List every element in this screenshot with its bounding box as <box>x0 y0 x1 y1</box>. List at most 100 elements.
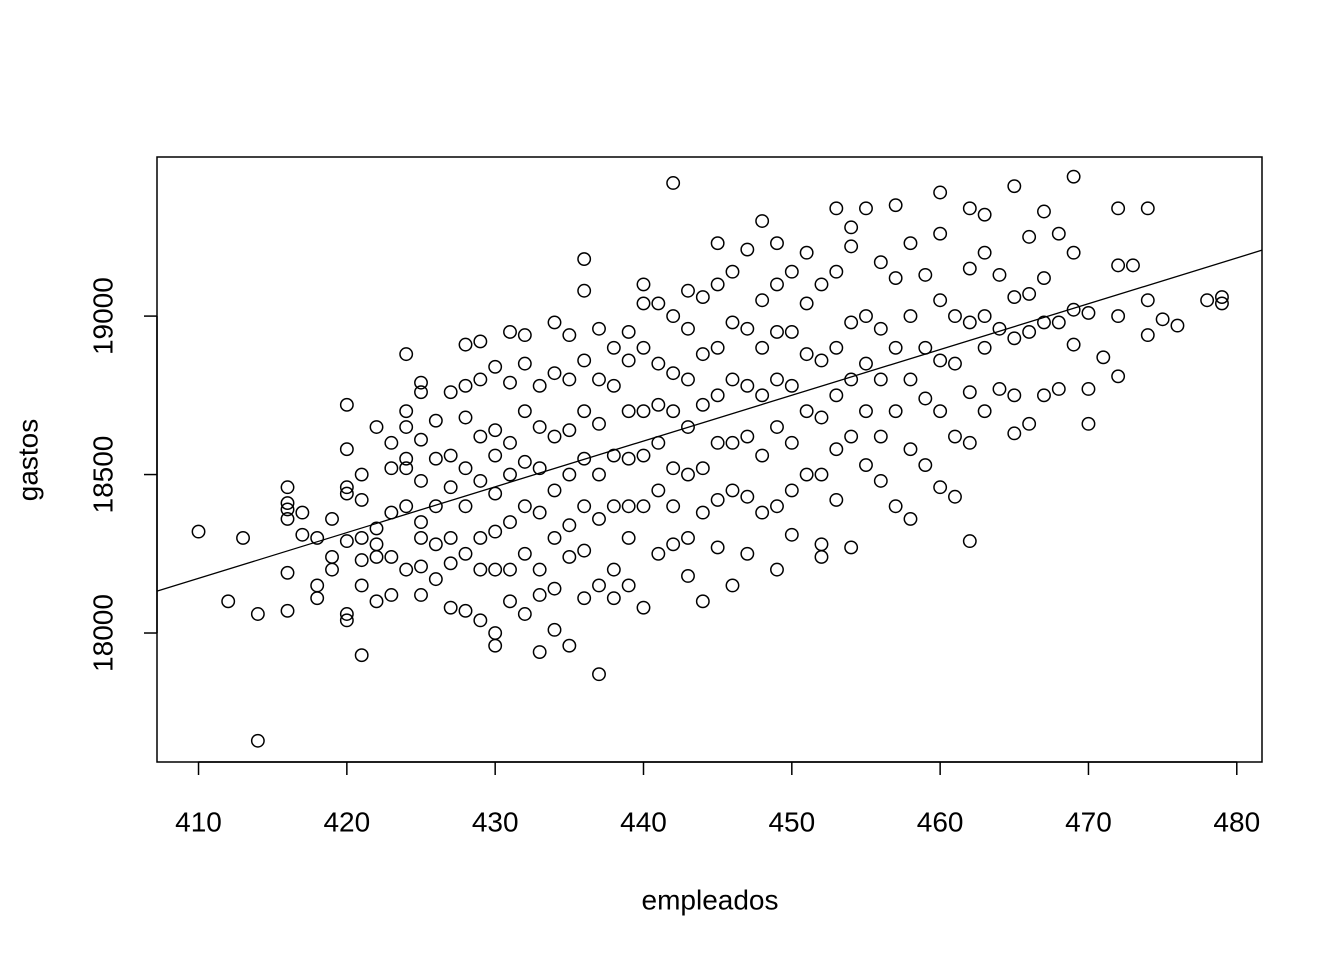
point <box>725 483 740 498</box>
point <box>325 511 339 526</box>
point <box>473 530 488 545</box>
point <box>562 550 577 564</box>
point <box>592 321 606 336</box>
point <box>888 340 903 355</box>
point <box>547 429 562 444</box>
x-tick-label: 470 <box>1065 806 1112 837</box>
point <box>962 435 977 450</box>
point <box>992 382 1007 396</box>
point <box>414 515 428 530</box>
point <box>592 578 606 593</box>
point <box>903 511 918 526</box>
point <box>918 267 933 282</box>
point <box>399 499 414 514</box>
point <box>428 537 443 552</box>
point <box>710 277 725 292</box>
point <box>562 638 577 653</box>
point <box>339 613 354 628</box>
point <box>458 603 473 618</box>
y-tick-label: 18500 <box>87 436 118 514</box>
point <box>503 594 517 609</box>
point <box>532 420 547 434</box>
point <box>473 334 488 349</box>
point <box>488 448 503 463</box>
point <box>547 622 562 637</box>
point <box>770 372 784 387</box>
point <box>473 562 488 577</box>
x-tick-label: 480 <box>1213 806 1260 837</box>
point <box>399 420 414 434</box>
point <box>503 435 517 450</box>
point <box>933 185 948 200</box>
point <box>1200 293 1215 308</box>
ticks: 410 420 430 440 450 460 470 480 18000 18500 19000 <box>87 277 1260 837</box>
point <box>977 340 992 355</box>
point <box>606 499 621 514</box>
point <box>592 372 606 387</box>
point <box>784 264 799 279</box>
point <box>458 461 473 476</box>
point <box>666 366 681 381</box>
point <box>859 309 873 324</box>
point <box>948 429 962 444</box>
point <box>428 413 443 428</box>
point <box>784 378 799 393</box>
point <box>577 404 592 419</box>
point <box>755 448 770 463</box>
point <box>755 388 770 403</box>
point <box>532 378 547 393</box>
point <box>458 546 473 561</box>
point <box>710 340 725 355</box>
point <box>755 214 770 228</box>
point <box>814 550 829 564</box>
point <box>681 283 695 298</box>
point <box>384 588 399 602</box>
point <box>562 328 577 343</box>
point <box>532 461 547 476</box>
point <box>547 366 562 381</box>
point <box>384 461 399 476</box>
point <box>339 397 354 412</box>
point <box>280 603 295 618</box>
point <box>962 261 977 276</box>
point <box>888 404 903 419</box>
point <box>577 252 592 266</box>
point <box>414 530 428 545</box>
point <box>859 201 873 216</box>
point <box>443 480 458 495</box>
point <box>621 404 636 419</box>
point <box>1022 324 1037 339</box>
point <box>1066 169 1081 184</box>
point <box>977 309 992 324</box>
point <box>1111 369 1126 384</box>
point <box>369 594 384 609</box>
point <box>458 499 473 514</box>
point <box>339 442 354 457</box>
point <box>873 372 888 387</box>
point <box>621 578 636 593</box>
point <box>384 550 399 564</box>
point <box>962 534 977 549</box>
x-tick-label: 430 <box>472 806 519 837</box>
point <box>666 309 681 324</box>
point <box>799 467 814 482</box>
point <box>473 473 488 488</box>
point <box>636 296 651 311</box>
point <box>962 315 977 330</box>
point <box>859 404 873 419</box>
point <box>503 375 517 390</box>
point <box>770 324 784 339</box>
point <box>399 347 414 362</box>
point <box>829 201 844 216</box>
point <box>458 378 473 393</box>
point <box>488 562 503 577</box>
point <box>577 451 592 466</box>
point <box>903 236 918 251</box>
point <box>873 429 888 444</box>
point <box>1111 258 1126 273</box>
point <box>651 546 666 561</box>
point <box>962 201 977 216</box>
point <box>606 562 621 577</box>
point <box>562 518 577 533</box>
point <box>295 505 310 520</box>
